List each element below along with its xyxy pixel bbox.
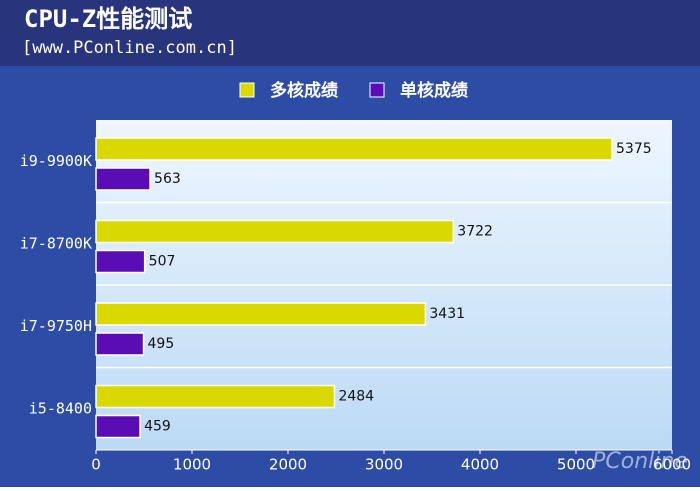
value-label: 507 bbox=[149, 254, 176, 270]
value-label: 3722 bbox=[457, 224, 493, 240]
y-tick-label: i7-9750H bbox=[20, 317, 92, 335]
x-tick-label: 5000 bbox=[557, 456, 595, 474]
y-tick-label: i5-8400 bbox=[29, 399, 92, 417]
x-tick-label: 0 bbox=[91, 456, 101, 474]
y-tick-label: i9-9900K bbox=[20, 152, 92, 170]
chart-title: CPU-Z性能测试 bbox=[24, 5, 192, 33]
value-label: 495 bbox=[148, 336, 175, 352]
bar bbox=[95, 249, 146, 274]
legend-label: 单核成绩 bbox=[400, 80, 468, 101]
header bbox=[0, 0, 700, 66]
bar bbox=[95, 414, 141, 439]
value-label: 563 bbox=[154, 171, 181, 187]
x-tick-label: 3000 bbox=[365, 456, 403, 474]
legend-swatch bbox=[239, 82, 255, 98]
x-tick-label: 6000 bbox=[653, 456, 691, 474]
bar bbox=[95, 167, 151, 191]
chart-subtitle: [www.PConline.com.cn] bbox=[22, 38, 237, 58]
bar bbox=[95, 384, 336, 409]
bar bbox=[95, 332, 145, 356]
value-label: 2484 bbox=[338, 389, 374, 405]
bar bbox=[95, 219, 455, 244]
value-label: 5375 bbox=[616, 141, 652, 157]
y-tick-label: i7-8700K bbox=[20, 234, 92, 252]
bar bbox=[95, 302, 427, 326]
x-tick-label: 2000 bbox=[269, 456, 307, 474]
x-tick-label: 4000 bbox=[461, 456, 499, 474]
x-tick-label: 1000 bbox=[173, 456, 211, 474]
legend-swatch bbox=[369, 82, 385, 98]
bar bbox=[95, 137, 613, 161]
legend-label: 多核成绩 bbox=[270, 80, 338, 101]
value-label: 3431 bbox=[429, 306, 465, 322]
value-label: 459 bbox=[144, 419, 171, 435]
